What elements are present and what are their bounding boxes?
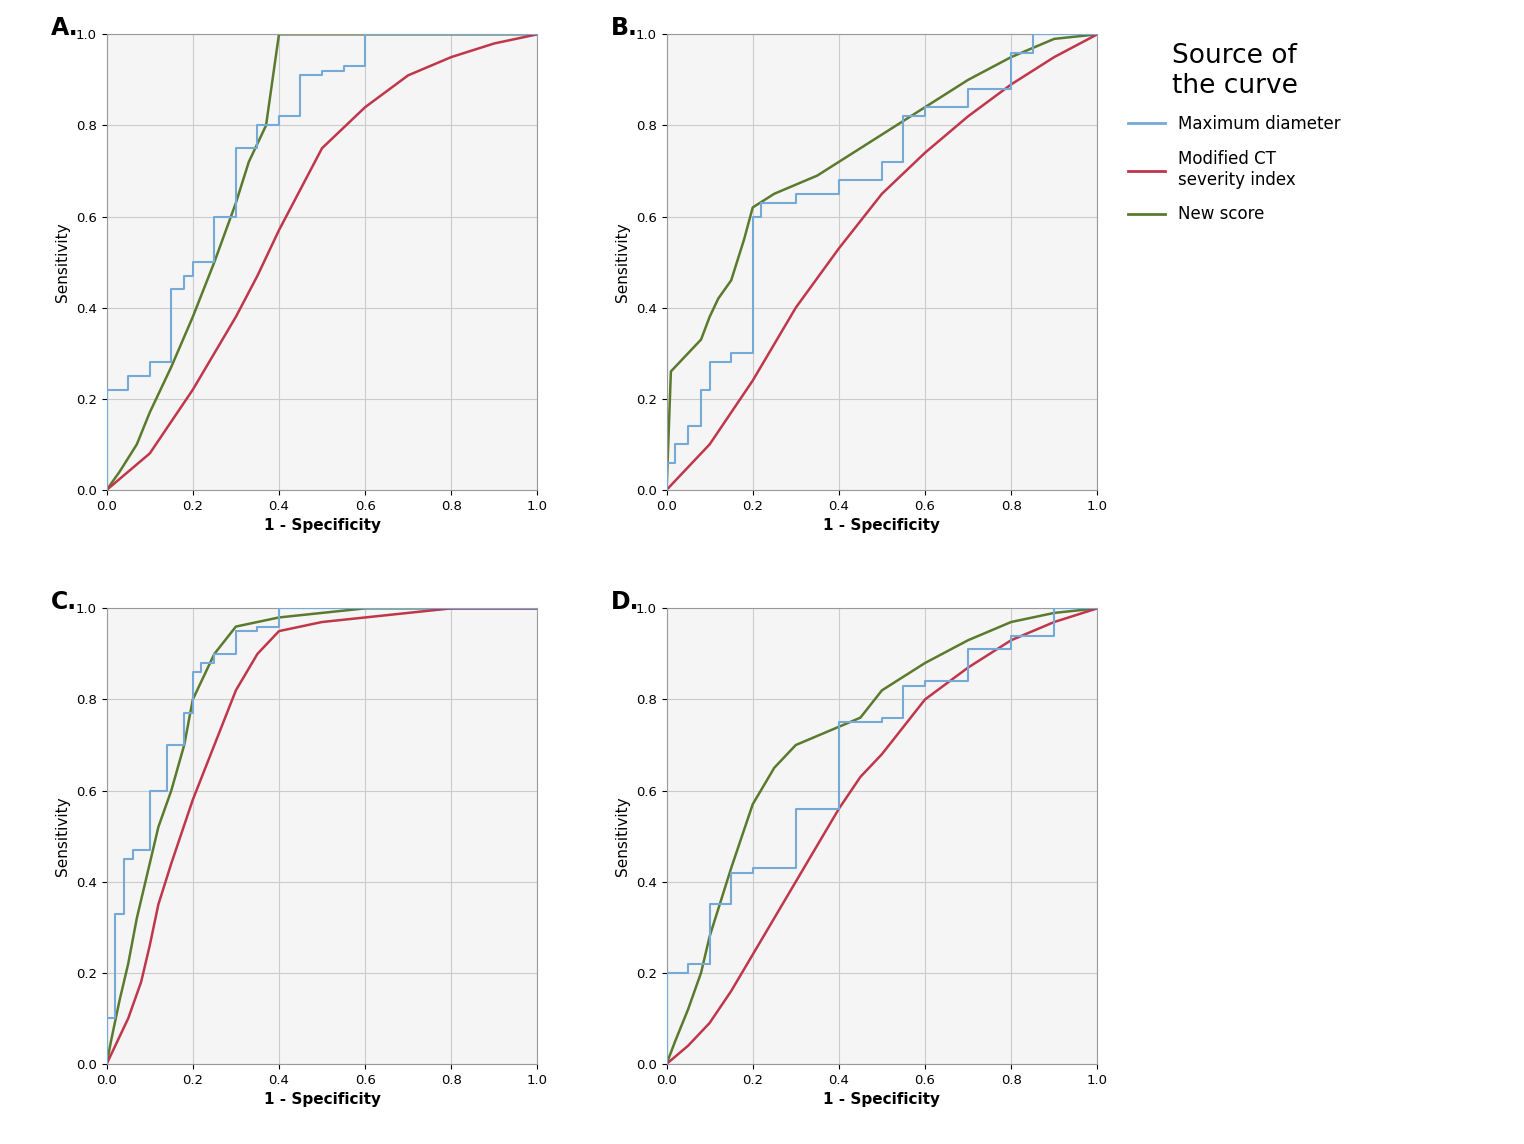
Y-axis label: Sensitivity: Sensitivity xyxy=(616,222,631,302)
Text: D.: D. xyxy=(611,590,639,614)
Y-axis label: Sensitivity: Sensitivity xyxy=(55,796,70,876)
Text: C.: C. xyxy=(50,590,76,614)
X-axis label: 1 - Specificity: 1 - Specificity xyxy=(264,518,381,533)
X-axis label: 1 - Specificity: 1 - Specificity xyxy=(823,518,940,533)
X-axis label: 1 - Specificity: 1 - Specificity xyxy=(264,1093,381,1107)
Text: A.: A. xyxy=(50,16,78,40)
Text: B.: B. xyxy=(611,16,637,40)
Y-axis label: Sensitivity: Sensitivity xyxy=(616,796,631,876)
Legend: Maximum diameter, Modified CT
severity index, New score: Maximum diameter, Modified CT severity i… xyxy=(1128,42,1341,223)
Y-axis label: Sensitivity: Sensitivity xyxy=(55,222,70,302)
X-axis label: 1 - Specificity: 1 - Specificity xyxy=(823,1093,940,1107)
